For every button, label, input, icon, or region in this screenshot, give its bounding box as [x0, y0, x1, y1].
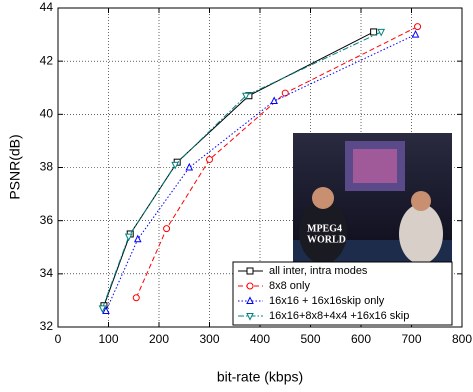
marker: [281, 89, 289, 97]
marker: [370, 28, 378, 36]
legend-label: 16x16 + 16x16skip only: [269, 295, 385, 307]
x-tick-label: 0: [55, 332, 62, 346]
x-tick-label: 400: [250, 332, 270, 346]
marker: [411, 29, 420, 38]
x-tick-label: 700: [401, 332, 421, 346]
y-tick-label: 42: [40, 53, 54, 67]
x-tick-label: 800: [452, 332, 472, 346]
marker: [246, 282, 254, 290]
series-line: [105, 34, 416, 312]
y-tick-label: 34: [40, 266, 54, 280]
y-tick-label: 44: [40, 0, 54, 14]
y-tick-label: 40: [40, 107, 54, 121]
legend-label: 8x8 only: [269, 280, 310, 292]
inset-head: [312, 187, 334, 209]
series: [132, 23, 422, 302]
marker: [246, 313, 254, 321]
marker: [270, 96, 278, 105]
y-tick-label: 36: [40, 213, 54, 227]
x-tick-label: 200: [149, 332, 169, 346]
series: [98, 28, 386, 314]
series: [102, 29, 420, 315]
marker: [133, 234, 142, 243]
marker: [124, 233, 133, 242]
marker: [246, 267, 254, 275]
marker: [414, 23, 422, 31]
inset-text: WORLD: [307, 234, 346, 245]
marker: [171, 161, 179, 170]
legend-box: [232, 261, 453, 326]
inset-text: MPEG4: [307, 223, 342, 234]
inset-person: [399, 204, 443, 264]
legend-label: 16x16+8x8+4x4 +16x16 skip: [269, 310, 409, 322]
x-axis-title: bit-rate (kbps): [217, 369, 303, 385]
marker: [206, 156, 213, 164]
y-tick-label: 32: [40, 319, 54, 333]
marker: [377, 28, 386, 37]
marker: [185, 162, 194, 171]
inset-person: [299, 200, 347, 264]
x-tick-label: 600: [351, 332, 371, 346]
marker: [242, 92, 250, 101]
marker: [102, 306, 110, 315]
x-tick-label: 500: [300, 332, 320, 346]
inset-stage: [353, 149, 397, 183]
legend-label: all inter, intra modes: [269, 265, 368, 277]
y-axis-title: PSNR(dB): [7, 134, 23, 199]
plot-frame: [57, 7, 463, 328]
marker: [132, 294, 140, 302]
marker: [246, 296, 254, 304]
marker: [163, 225, 171, 233]
x-tick-label: 100: [98, 332, 118, 346]
x-tick-label: 300: [199, 332, 219, 346]
inset-head: [411, 191, 431, 211]
marker: [98, 305, 107, 314]
y-tick-label: 38: [40, 160, 54, 174]
